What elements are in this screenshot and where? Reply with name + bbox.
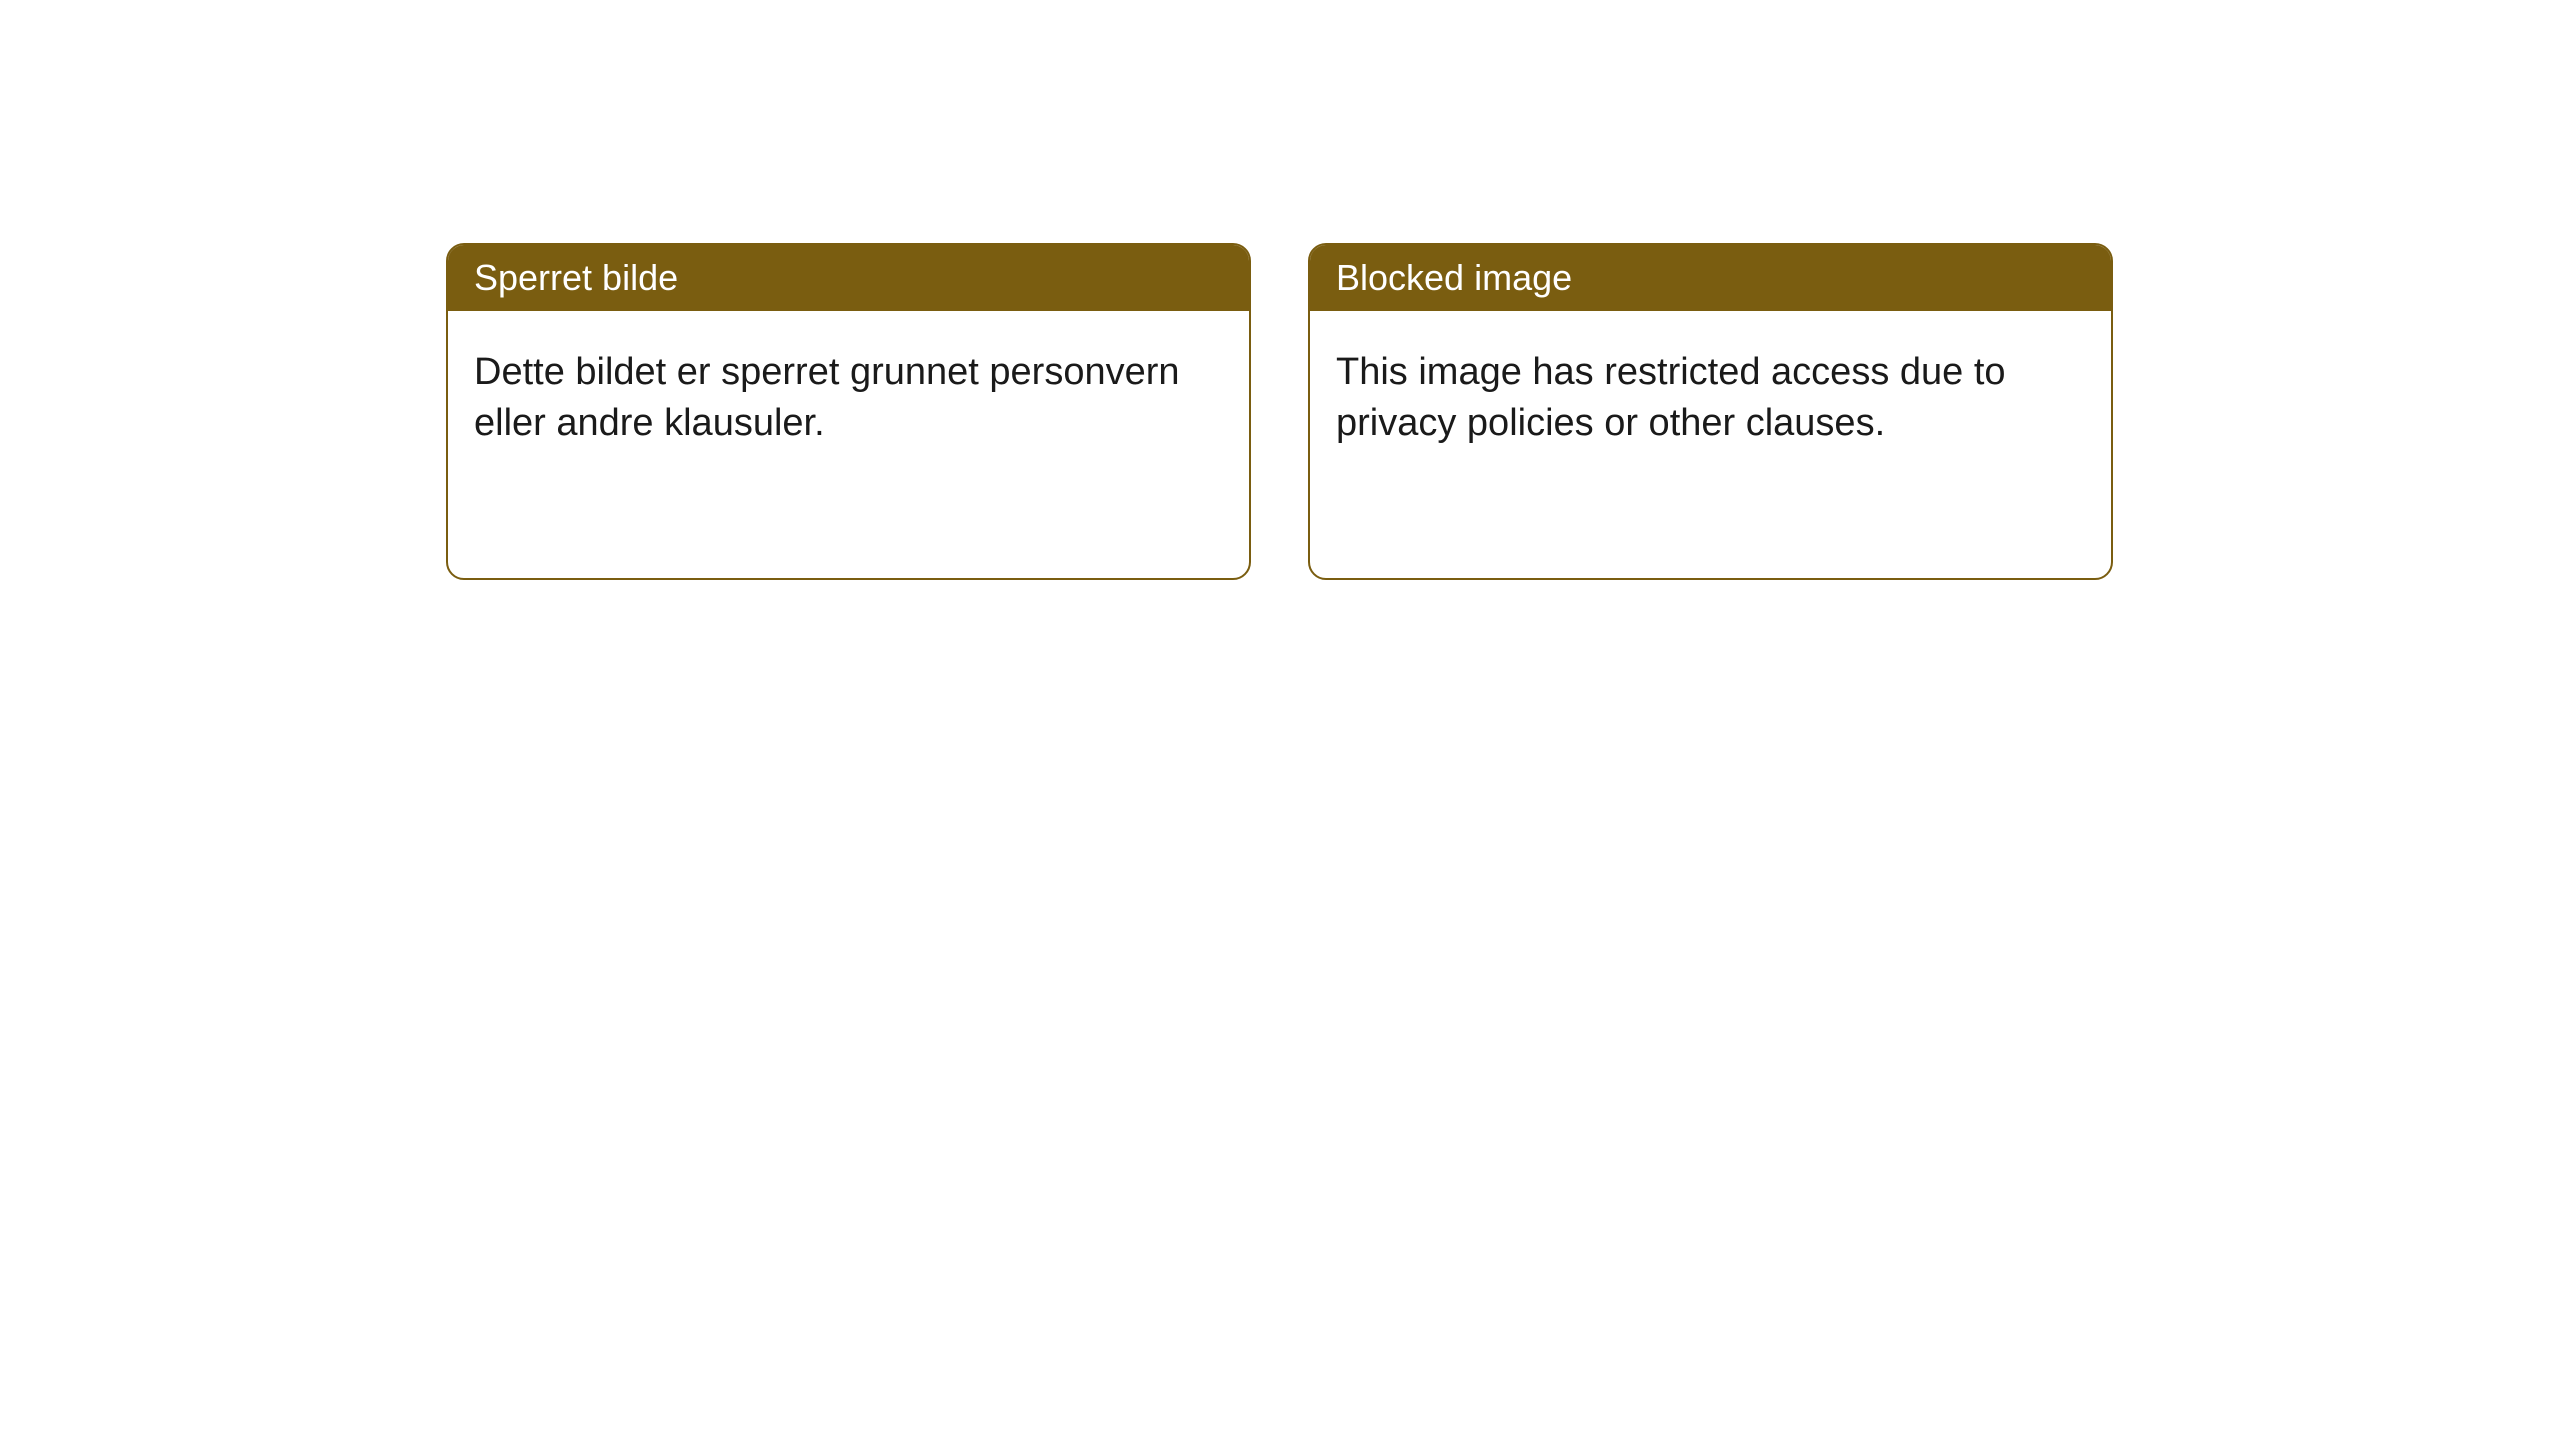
card-body-text: Dette bildet er sperret grunnet personve… (474, 351, 1180, 444)
card-body-text: This image has restricted access due to … (1336, 351, 2006, 444)
blocked-image-cards-container: Sperret bilde Dette bildet er sperret gr… (446, 243, 2113, 580)
card-body: This image has restricted access due to … (1310, 311, 2111, 486)
card-title: Blocked image (1336, 257, 1572, 298)
card-title: Sperret bilde (474, 257, 678, 298)
card-body: Dette bildet er sperret grunnet personve… (448, 311, 1249, 486)
card-header: Sperret bilde (448, 245, 1249, 311)
blocked-image-card-norwegian: Sperret bilde Dette bildet er sperret gr… (446, 243, 1251, 580)
blocked-image-card-english: Blocked image This image has restricted … (1308, 243, 2113, 580)
card-header: Blocked image (1310, 245, 2111, 311)
